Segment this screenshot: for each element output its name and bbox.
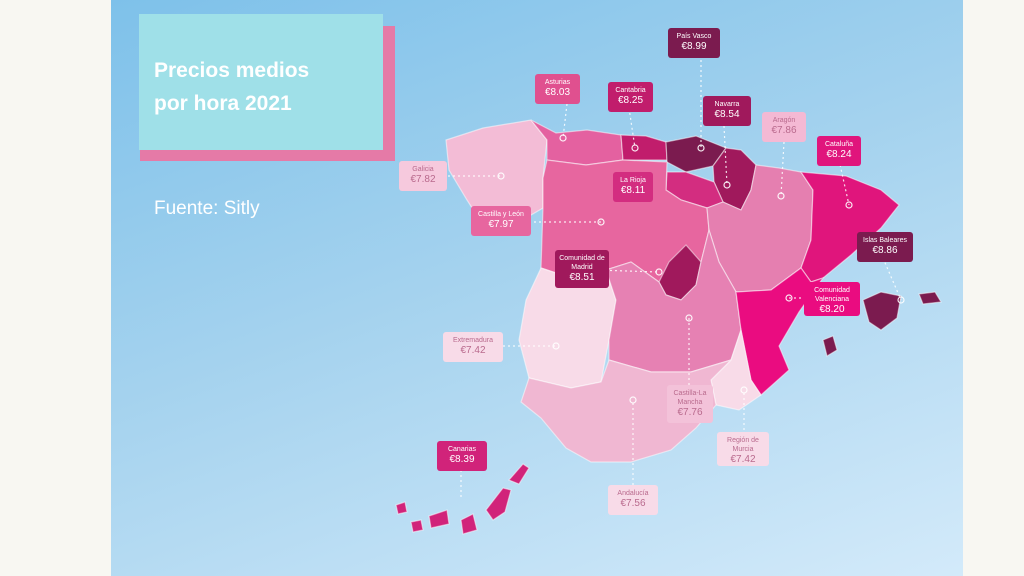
label-price: €7.86: [771, 125, 797, 136]
title-box: [139, 14, 383, 150]
infographic: Precios medios por hora 2021 Fuente: Sit…: [111, 0, 963, 576]
region-baleares-mallorca: [862, 291, 902, 331]
label-price: €8.39: [449, 454, 475, 465]
region-cataluna: [799, 171, 900, 283]
label-aragon: Aragón €7.86: [762, 112, 806, 142]
label-price: €7.82: [410, 174, 436, 185]
label-galicia: Galicia €7.82: [399, 161, 447, 191]
label-castilla-leon: Castilla y León €7.97: [471, 206, 531, 236]
label-pais-vasco: País Vasco €8.99: [668, 28, 720, 58]
region-canarias-3: [428, 509, 450, 529]
label-price: €7.42: [730, 454, 756, 465]
label-price: €8.99: [681, 41, 707, 52]
label-name: Andalucía: [617, 490, 649, 497]
label-name: Islas Baleares: [863, 237, 907, 244]
region-canarias-2: [410, 519, 424, 533]
label-name: Navarra: [714, 101, 740, 108]
label-price: €8.24: [826, 149, 852, 160]
label-name: Aragón: [772, 117, 796, 124]
label-price: €8.54: [714, 109, 740, 120]
label-price: €8.25: [617, 95, 644, 106]
label-extremadura: Extremadura €7.42: [443, 332, 503, 362]
label-murcia: Región de Murcia €7.42: [717, 432, 769, 466]
region-canarias-1: [395, 501, 408, 515]
label-andalucia: Andalucía €7.56: [608, 485, 658, 515]
label-name: Extremadura: [452, 337, 494, 344]
region-canarias-6: [507, 463, 530, 485]
title: Precios medios por hora 2021: [154, 59, 310, 115]
label-price: €7.42: [460, 345, 486, 356]
label-name: Asturias: [544, 79, 571, 86]
label-baleares: Islas Baleares €8.86: [857, 232, 913, 262]
label-name: Región de Murcia: [727, 437, 759, 453]
label-name: Comunidad de Madrid: [559, 255, 605, 271]
source-note: Fuente: Sitly: [154, 198, 260, 219]
label-cataluna: Cataluña €8.24: [817, 136, 861, 166]
label-valenciana: Comunidad Valenciana €8.20: [804, 282, 860, 316]
region-castilla-la-mancha: [605, 227, 742, 373]
label-name: Cantabria: [615, 87, 646, 94]
region-baleares-menorca: [918, 291, 942, 305]
label-price: €8.20: [819, 304, 845, 315]
label-name: Canarias: [447, 446, 476, 453]
region-canarias-4: [460, 513, 478, 535]
label-name: La Rioja: [620, 177, 646, 184]
label-name: Comunidad Valenciana: [814, 287, 850, 303]
label-asturias: Asturias €8.03: [535, 74, 580, 104]
label-price: €8.03: [544, 87, 571, 98]
label-canarias: Canarias €8.39: [437, 441, 487, 471]
label-name: País Vasco: [676, 33, 712, 40]
region-canarias-5: [485, 487, 512, 521]
label-name: Cataluña: [824, 141, 854, 148]
label-navarra: Navarra €8.54: [703, 96, 751, 126]
label-price: €7.56: [620, 498, 646, 509]
label-castilla-la-mancha: Castilla-La Mancha €7.76: [667, 385, 713, 423]
region-baleares-ibiza: [822, 335, 838, 357]
region-cantabria: [620, 134, 668, 161]
label-cantabria: Cantabria €8.25: [608, 82, 653, 112]
label-price: €8.51: [569, 272, 595, 283]
label-la-rioja: La Rioja €8.11: [613, 172, 653, 202]
label-price: €7.76: [677, 407, 703, 418]
label-price: €8.11: [620, 185, 646, 196]
label-price: €8.86: [872, 245, 898, 256]
label-name: Castilla y León: [478, 211, 524, 218]
label-name: Castilla-La Mancha: [673, 390, 707, 406]
label-price: €7.97: [488, 219, 514, 230]
label-name: Galicia: [412, 166, 434, 173]
label-madrid: Comunidad de Madrid €8.51: [555, 250, 609, 288]
